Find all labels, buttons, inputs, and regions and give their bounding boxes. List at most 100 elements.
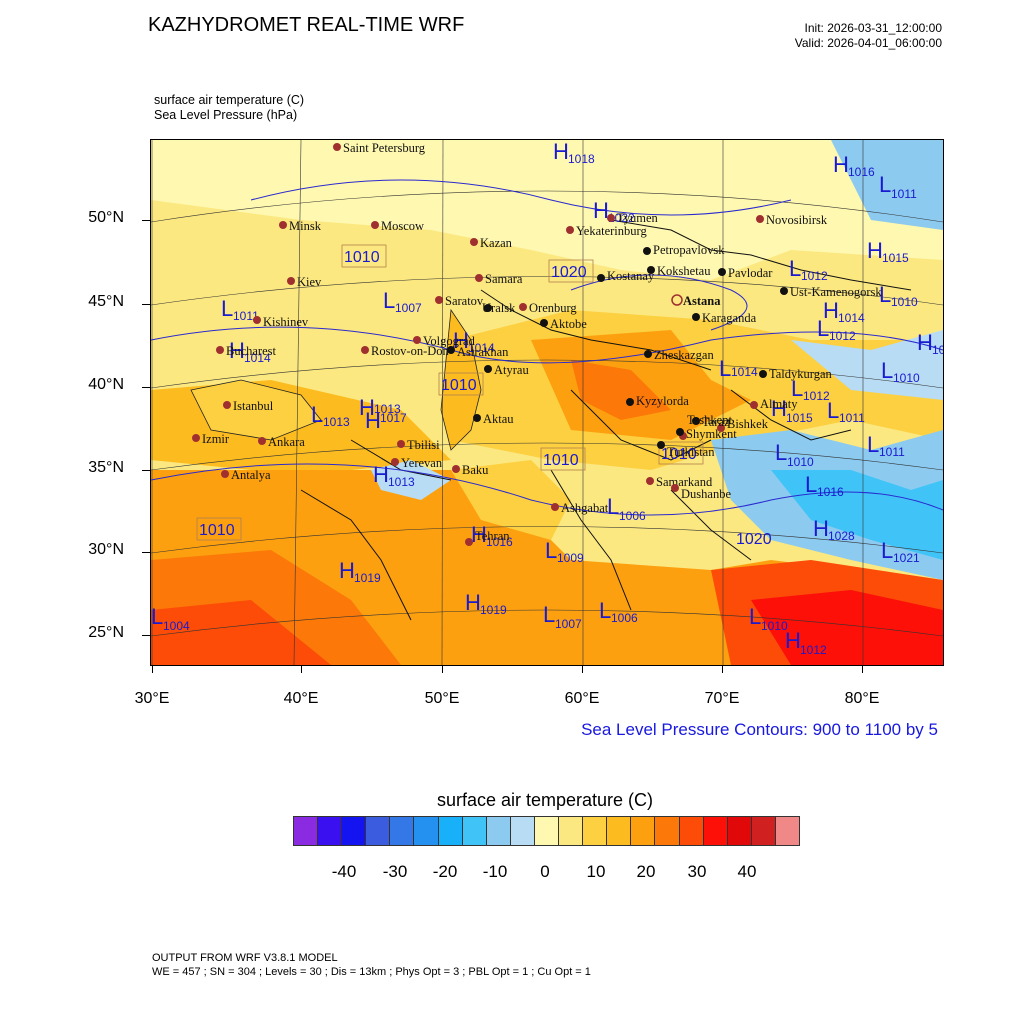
svg-text:Baku: Baku <box>462 463 489 477</box>
svg-text:Tbilisi: Tbilisi <box>407 438 440 452</box>
lon-tick <box>862 665 863 673</box>
svg-text:Tehran: Tehran <box>475 529 510 543</box>
svg-text:1012: 1012 <box>800 643 827 657</box>
svg-text:Volgograd: Volgograd <box>423 334 476 348</box>
svg-text:L: L <box>881 358 893 383</box>
city-marker: Tehran <box>465 529 510 546</box>
colorbar-swatch <box>366 817 391 845</box>
pressure-center-low: L 1011 <box>867 432 905 459</box>
svg-text:H: H <box>373 462 389 487</box>
svg-text:Yerevan: Yerevan <box>401 456 443 470</box>
pressure-center-high: H 1013 <box>373 462 415 489</box>
svg-text:1007: 1007 <box>555 617 582 631</box>
colorbar-swatch <box>510 817 535 845</box>
pressure-center-high: H 1018 <box>553 140 595 166</box>
pressure-center-low: L 1010 <box>881 358 920 385</box>
city-marker: Yekaterinburg <box>566 224 647 238</box>
svg-text:Pavlodar: Pavlodar <box>728 266 773 280</box>
lat-tick <box>142 387 150 388</box>
pressure-center-high: H 1017 <box>365 408 407 433</box>
svg-text:Moscow: Moscow <box>381 219 424 233</box>
city-marker: Baku <box>452 463 489 477</box>
svg-text:Minsk: Minsk <box>289 219 322 233</box>
svg-text:H: H <box>917 330 933 355</box>
pressure-center-low: L 1014 <box>719 356 758 381</box>
svg-text:1014: 1014 <box>244 351 271 365</box>
city-marker: Taldykurgan <box>759 367 833 381</box>
temp-zone-altai <box>831 140 943 230</box>
svg-text:Novosibirsk: Novosibirsk <box>766 213 828 227</box>
svg-text:Turkistan: Turkistan <box>667 445 715 459</box>
svg-text:Antalya: Antalya <box>231 468 271 482</box>
pressure-center-low: L 1010 <box>879 282 918 309</box>
init-time: Init: 2026-03-31_12:00:00 <box>804 21 942 35</box>
svg-text:H: H <box>593 198 609 223</box>
lon-label: 30°E <box>134 690 170 707</box>
isobar-label: 1010 <box>543 452 579 469</box>
svg-text:H: H <box>771 396 787 421</box>
page-title: KAZHYDROMET REAL-TIME WRF <box>148 14 465 36</box>
isobar-label-group: 1010 1020 1010 1010 1010 1010 1020 <box>196 244 772 548</box>
svg-text:Karaganda: Karaganda <box>702 311 757 325</box>
svg-text:Kyzylorda: Kyzylorda <box>636 394 689 408</box>
colorbar-swatch <box>342 817 367 845</box>
svg-text:1016: 1016 <box>817 485 844 499</box>
svg-text:H: H <box>365 408 381 433</box>
colorbar-title: surface air temperature (C) <box>436 790 654 810</box>
city-marker: Atyrau <box>484 363 529 377</box>
pressure-center-low: L 1012 <box>817 316 856 343</box>
svg-text:Yekaterinburg: Yekaterinburg <box>576 224 647 238</box>
svg-text:L: L <box>879 172 891 197</box>
colorbar-swatch <box>583 817 608 845</box>
svg-text:1010: 1010 <box>787 455 814 469</box>
footer-model: OUTPUT FROM WRF V3.8.1 MODEL <box>152 952 338 964</box>
lat-label: 25°N <box>88 624 124 641</box>
isobar-label: 1010 <box>661 446 697 463</box>
svg-text:1022: 1022 <box>608 211 635 225</box>
svg-text:Dushanbe: Dushanbe <box>681 487 731 501</box>
svg-text:H: H <box>867 238 883 263</box>
colorbar-swatch <box>559 817 584 845</box>
svg-text:Orenburg: Orenburg <box>529 301 577 315</box>
svg-text:1015: 1015 <box>882 251 909 265</box>
city-marker: Kyzylorda <box>626 394 689 408</box>
pressure-center-low: L 1006 <box>607 494 646 523</box>
weather-map[interactable]: 1010 1020 1010 1010 1010 1010 1020 H 1018… <box>150 139 944 666</box>
svg-text:1013: 1013 <box>323 415 350 429</box>
colorbar-swatch <box>486 817 511 845</box>
svg-text:1014: 1014 <box>731 365 758 379</box>
svg-text:Kiev: Kiev <box>297 275 322 289</box>
pressure-center-low: L 1012 <box>789 256 828 283</box>
svg-text:Atyrau: Atyrau <box>494 363 529 377</box>
isobar-label: 1020 <box>736 531 772 548</box>
svg-text:L: L <box>607 494 619 519</box>
city-marker: Petropavlovsk <box>643 243 725 257</box>
pressure-center-high: H 1016 <box>833 152 875 179</box>
colorbar-label: 10 <box>586 862 606 881</box>
svg-text:Astrakhan: Astrakhan <box>457 345 509 359</box>
city-marker: Tyumen <box>607 211 659 225</box>
city-marker: Volgograd <box>413 334 476 348</box>
svg-text:1010: 1010 <box>893 371 920 385</box>
city-marker: Kostanay <box>597 269 655 283</box>
lat-label: 45°N <box>88 293 124 310</box>
svg-text:Bishkek: Bishkek <box>727 417 769 431</box>
temp-zone-sahara <box>151 600 331 665</box>
city-marker: Izmir <box>192 432 230 446</box>
svg-text:1010: 1010 <box>891 295 918 309</box>
svg-text:1011: 1011 <box>839 411 865 425</box>
city-marker: Uralsk <box>482 301 516 315</box>
map-canvas: 1010 1020 1010 1010 1010 1010 1020 H 1018… <box>151 140 943 665</box>
colorbar-label: 20 <box>636 862 656 881</box>
pressure-center-low: L 1004 <box>151 604 190 633</box>
temp-zone-caucasus <box>371 460 451 500</box>
svg-text:Zheskazgan: Zheskazgan <box>654 348 714 362</box>
svg-text:Astana: Astana <box>683 294 721 308</box>
svg-text:1015: 1015 <box>786 411 813 425</box>
svg-text:Rostov-on-Don: Rostov-on-Don <box>371 344 450 358</box>
valid-time: Valid: 2026-04-01_06:00:00 <box>794 36 942 50</box>
colorbar-swatch <box>703 817 728 845</box>
city-marker: Yerevan <box>391 456 443 470</box>
